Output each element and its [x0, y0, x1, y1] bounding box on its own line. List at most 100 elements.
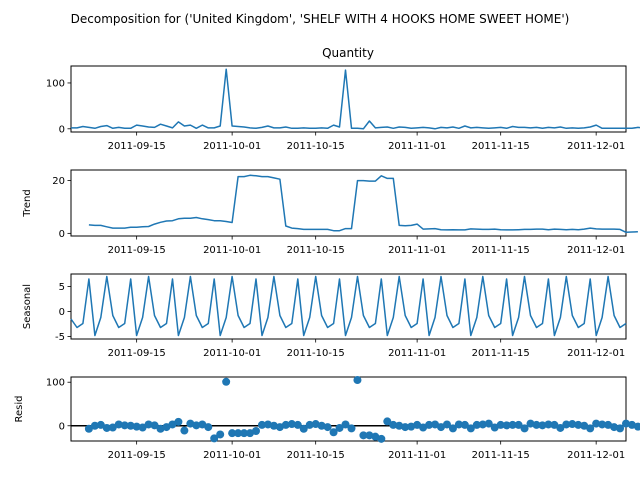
- resid-point: [216, 430, 225, 439]
- quantity-axes-frame: [70, 65, 627, 133]
- resid-point: [120, 421, 129, 430]
- quantity-series-line: [71, 68, 640, 130]
- resid-point: [496, 420, 505, 429]
- resid-point: [228, 429, 237, 438]
- resid-point: [269, 421, 278, 430]
- resid-point: [532, 420, 541, 429]
- resid-point: [222, 377, 231, 386]
- resid-point: [323, 423, 332, 432]
- resid-axes-frame: [70, 376, 627, 442]
- seasonal-axis-label: Seasonal: [22, 284, 33, 329]
- seasonal-x-tick-label: 2011-10-01: [203, 348, 261, 359]
- resid-point: [526, 419, 535, 428]
- resid-point: [287, 420, 296, 429]
- resid-point: [84, 424, 93, 433]
- trend-y-tick-label: 0: [59, 229, 65, 240]
- resid-point: [293, 420, 302, 429]
- quantity-x-tick-label: 2011-11-01: [388, 141, 446, 152]
- resid-point: [472, 420, 481, 429]
- resid-point: [502, 421, 511, 430]
- resid-point: [281, 420, 290, 429]
- resid-point: [96, 420, 105, 429]
- resid-point: [240, 429, 249, 438]
- resid-point: [174, 417, 183, 426]
- resid-x-tick-label: 2011-11-01: [388, 450, 446, 461]
- resid-point: [144, 420, 153, 429]
- resid-point: [580, 421, 589, 430]
- quantity-panel-title: Quantity: [322, 46, 374, 60]
- quantity-x-tick-label: 2011-09-15: [108, 141, 166, 152]
- quantity-y-tick-label: 0: [59, 124, 65, 135]
- resid-point: [562, 420, 571, 429]
- resid-point: [389, 420, 398, 429]
- seasonal-x-tick-label: 2011-11-01: [388, 348, 446, 359]
- resid-point: [568, 420, 577, 429]
- resid-point: [431, 420, 440, 429]
- resid-point: [550, 420, 559, 429]
- resid-point: [180, 426, 189, 435]
- resid-point: [204, 423, 213, 432]
- resid-point: [317, 421, 326, 430]
- resid-point: [210, 434, 219, 443]
- resid-point: [466, 424, 475, 433]
- trend-x-tick-label: 2011-10-01: [203, 245, 261, 256]
- resid-point: [437, 423, 445, 432]
- resid-point: [150, 421, 159, 430]
- resid-y-tick-label: 0: [59, 421, 65, 432]
- resid-point: [365, 431, 374, 440]
- resid-point: [138, 423, 147, 432]
- trend-x-tick-label: 2011-10-15: [287, 245, 345, 256]
- resid-point: [633, 422, 640, 431]
- resid-point: [616, 424, 625, 433]
- trend-panel: 0 20 2011-09-15 2011-10-01 2011-10-15 2011-11…: [52, 169, 638, 256]
- resid-point: [329, 428, 338, 437]
- resid-point: [442, 420, 451, 429]
- quantity-x-tick-label: 2011-10-15: [287, 141, 345, 152]
- resid-x-tick-label: 2011-10-15: [287, 450, 345, 461]
- resid-point: [508, 420, 517, 429]
- resid-point: [598, 420, 607, 429]
- trend-x-tick-label: 2011-11-15: [472, 245, 530, 256]
- resid-point: [234, 429, 243, 438]
- resid-point: [114, 420, 123, 429]
- resid-point: [347, 424, 356, 433]
- seasonal-series-line: [70, 275, 627, 337]
- trend-y-tick-label: 20: [52, 176, 65, 187]
- resid-point: [556, 423, 565, 432]
- resid-point: [544, 420, 553, 429]
- resid-point: [413, 420, 422, 429]
- resid-point: [484, 419, 493, 428]
- resid-point: [377, 434, 386, 443]
- resid-point: [514, 420, 523, 429]
- resid-point: [192, 421, 201, 430]
- resid-point: [574, 420, 583, 429]
- resid-point: [454, 420, 463, 429]
- resid-point: [419, 423, 428, 432]
- resid-x-tick-label: 2011-12-01: [567, 450, 625, 461]
- resid-x-tick-label: 2011-09-15: [108, 450, 166, 461]
- resid-point: [592, 419, 601, 428]
- resid-point: [490, 423, 499, 432]
- quantity-y-tick-label: 100: [46, 78, 65, 89]
- resid-point: [198, 420, 207, 429]
- resid-point: [102, 423, 111, 432]
- trend-series-line: [88, 174, 638, 234]
- resid-point: [538, 421, 547, 430]
- resid-point: [359, 431, 368, 440]
- resid-point: [425, 420, 434, 429]
- resid-point: [299, 424, 308, 433]
- resid-point: [478, 420, 487, 429]
- trend-x-tick-label: 2011-12-01: [567, 245, 625, 256]
- resid-point: [383, 417, 392, 426]
- resid-point: [305, 420, 314, 429]
- resid-point: [252, 426, 260, 435]
- resid-point: [460, 420, 469, 429]
- resid-point: [162, 423, 171, 432]
- seasonal-y-tick-label: 5: [59, 282, 65, 293]
- seasonal-axes-frame: [70, 273, 627, 340]
- resid-x-tick-label: 2011-10-01: [203, 450, 261, 461]
- resid-point: [341, 420, 350, 429]
- trend-x-tick-label: 2011-09-15: [108, 245, 166, 256]
- resid-point: [610, 423, 619, 432]
- trend-axes-frame: [70, 169, 627, 237]
